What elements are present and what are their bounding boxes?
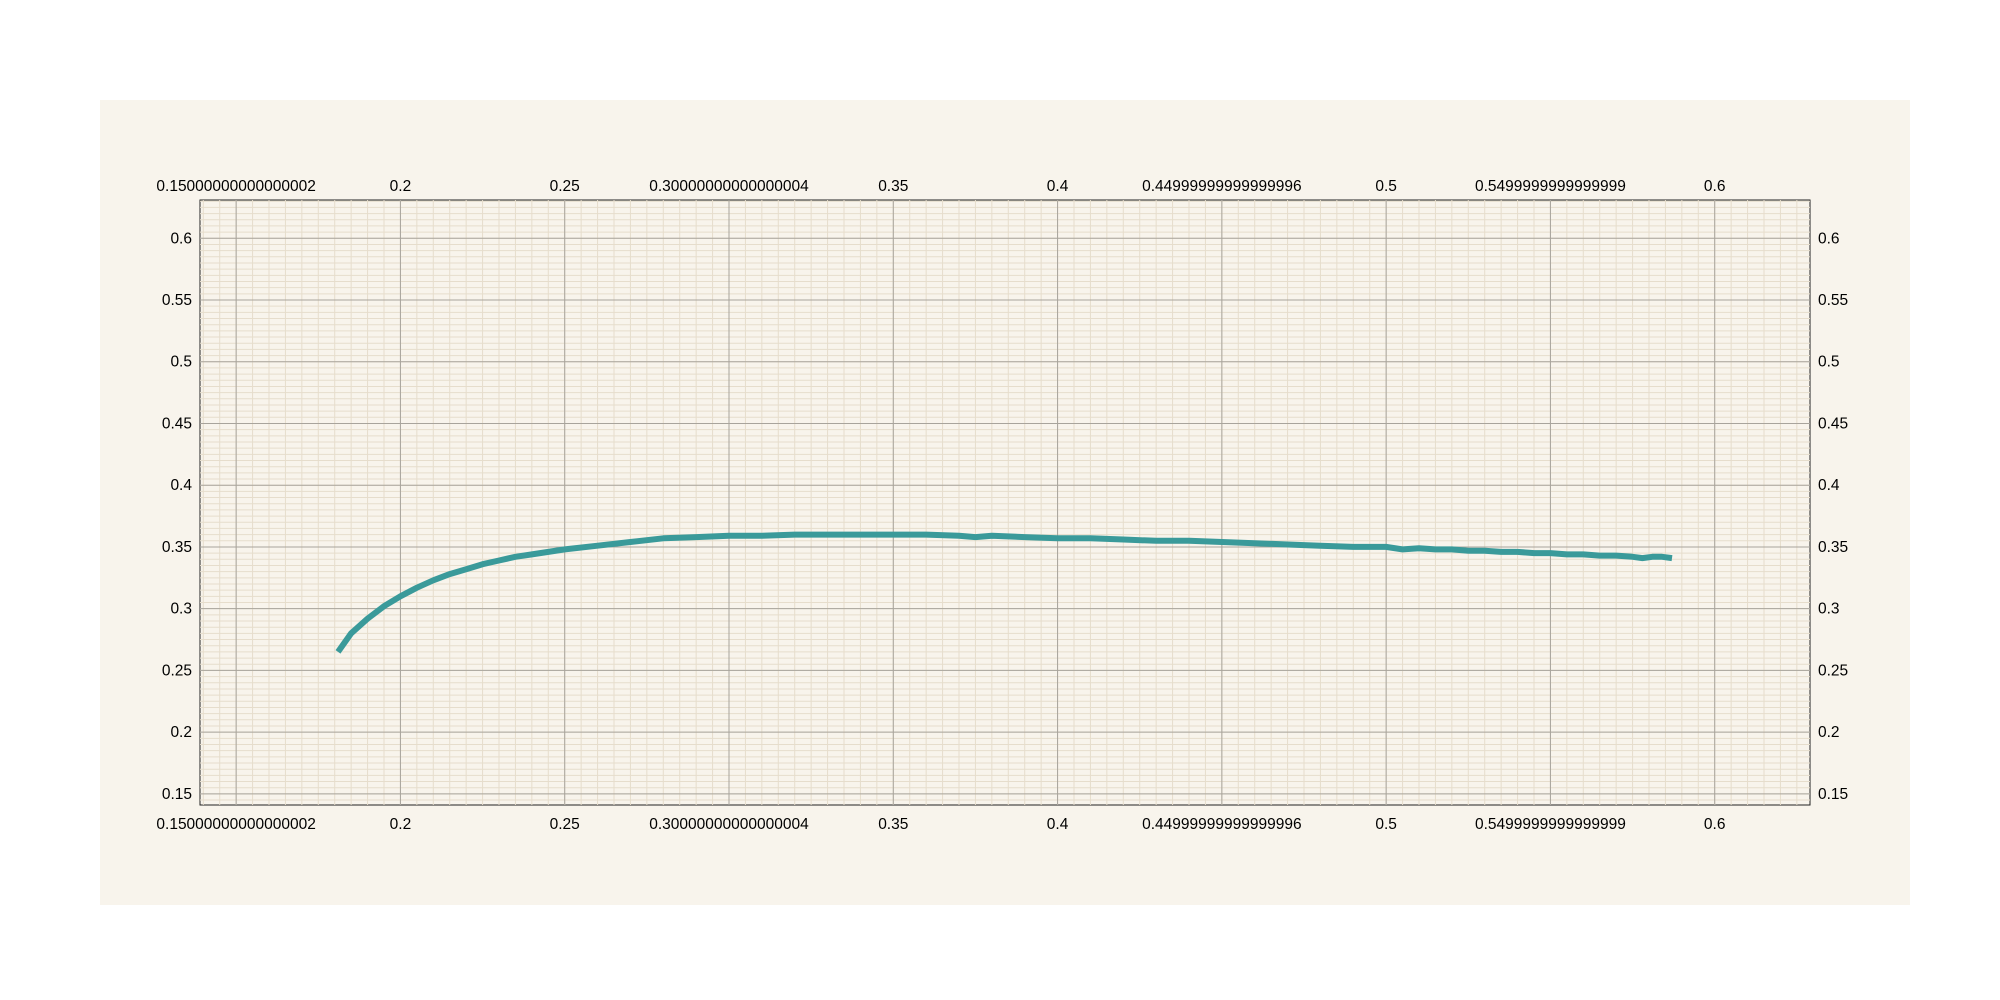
x-tick-label-bottom: 0.4: [1047, 816, 1069, 833]
x-tick-label-bottom: 0.5499999999999999: [1475, 816, 1626, 833]
x-tick-label-top: 0.5: [1375, 178, 1397, 195]
y-tick-label-left: 0.15: [162, 786, 192, 803]
x-axis-bottom: 0.15000000000000002 0.2 0.25 0.300000000000…: [156, 816, 1725, 833]
x-tick-label-bottom: 0.6: [1704, 816, 1726, 833]
y-tick-label-left: 0.3: [170, 601, 192, 618]
x-tick-label-bottom: 0.5: [1375, 816, 1397, 833]
x-tick-label-top: 0.5499999999999999: [1475, 178, 1626, 195]
line-chart: 0.15000000000000002 0.2 0.25 0.300000000000…: [100, 100, 1910, 905]
y-tick-label-right: 0.45: [1818, 415, 1848, 432]
y-axis-right: 0.15 0.2 0.25 0.3 0.35 0.4 0.45 0.5 0.55 0.6: [1818, 230, 1848, 803]
y-tick-label-left: 0.35: [162, 539, 192, 556]
x-tick-label-top: 0.2: [390, 178, 412, 195]
x-tick-label-top: 0.25: [550, 178, 580, 195]
chart-container: 0.15000000000000002 0.2 0.25 0.300000000000…: [100, 100, 1910, 905]
y-tick-label-left: 0.2: [170, 724, 192, 741]
major-grid: [200, 200, 1810, 805]
plot-area: [199, 199, 1811, 806]
x-tick-label-bottom: 0.15000000000000002: [156, 816, 315, 833]
y-tick-label-right: 0.3: [1818, 601, 1840, 618]
y-tick-label-right: 0.35: [1818, 539, 1848, 556]
x-tick-label-top: 0.4: [1047, 178, 1069, 195]
y-axis-left: 0.15 0.2 0.25 0.3 0.35 0.4 0.45 0.5 0.55 0.6: [162, 230, 193, 803]
x-tick-label-top: 0.44999999999999996: [1142, 178, 1301, 195]
x-tick-label-bottom: 0.35: [878, 816, 908, 833]
y-tick-label-right: 0.5: [1818, 354, 1840, 371]
x-tick-label-top: 0.15000000000000002: [156, 178, 315, 195]
y-tick-label-left: 0.6: [170, 230, 192, 247]
minor-grid: [200, 200, 1810, 805]
y-tick-label-left: 0.55: [162, 292, 192, 309]
y-tick-label-left: 0.4: [170, 477, 192, 494]
y-tick-label-right: 0.55: [1818, 292, 1848, 309]
y-tick-label-right: 0.25: [1818, 662, 1848, 679]
x-tick-label-bottom: 0.2: [390, 816, 412, 833]
series-line: [335, 531, 1673, 654]
y-tick-label-right: 0.4: [1818, 477, 1840, 494]
y-tick-label-left: 0.25: [162, 662, 192, 679]
x-tick-label-top: 0.35: [878, 178, 908, 195]
y-tick-label-right: 0.6: [1818, 230, 1840, 247]
x-tick-label-top: 0.6: [1704, 178, 1726, 195]
x-tick-label-bottom: 0.25: [550, 816, 580, 833]
x-axis-top: 0.15000000000000002 0.2 0.25 0.300000000000…: [156, 178, 1725, 195]
x-tick-label-bottom: 0.30000000000000004: [649, 816, 809, 833]
y-tick-label-left: 0.45: [162, 415, 192, 432]
x-tick-label-top: 0.30000000000000004: [649, 178, 809, 195]
y-tick-label-right: 0.15: [1818, 786, 1848, 803]
y-tick-label-left: 0.5: [170, 354, 192, 371]
x-tick-label-bottom: 0.44999999999999996: [1142, 816, 1301, 833]
y-tick-label-right: 0.2: [1818, 724, 1840, 741]
